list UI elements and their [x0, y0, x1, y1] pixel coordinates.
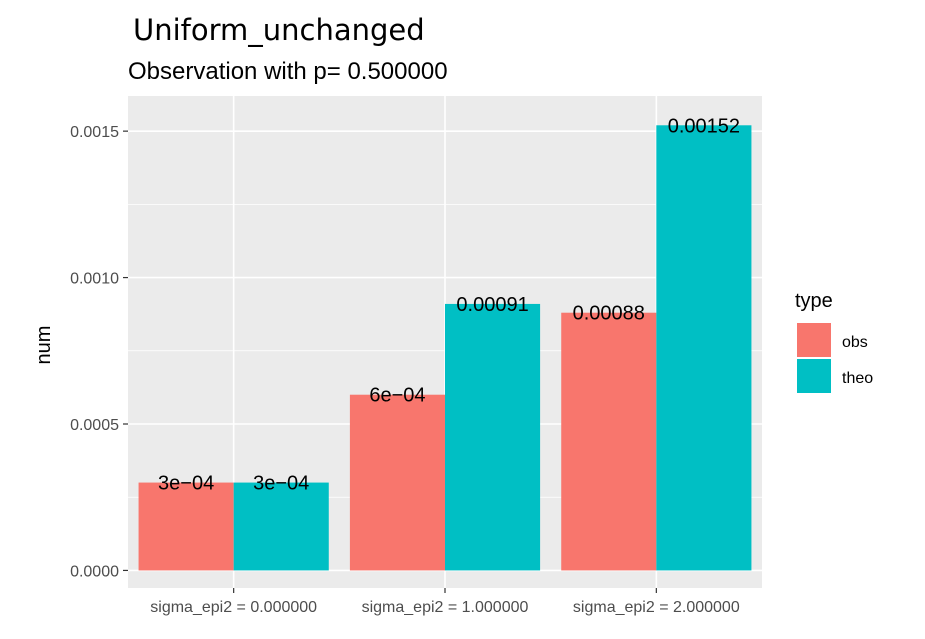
- data-label: 0.00152: [668, 115, 740, 137]
- x-tick-label: sigma_epi2 = 1.000000: [362, 599, 529, 616]
- bar-obs: [349, 394, 445, 571]
- bar-theo: [233, 482, 329, 571]
- legend-label-theo: theo: [842, 370, 873, 387]
- y-tick-label: 0.0005: [70, 417, 119, 434]
- legend-label-obs: obs: [842, 334, 868, 351]
- data-label: 0.00088: [573, 303, 645, 325]
- x-tick-label: sigma_epi2 = 0.000000: [150, 599, 317, 616]
- bars: [138, 125, 752, 571]
- chart-title: Uniform_unchanged: [133, 13, 425, 47]
- y-axis-title: num: [33, 326, 55, 365]
- bar-theo: [445, 303, 541, 571]
- data-label: 3e−04: [158, 473, 214, 495]
- legend-title: type: [795, 290, 833, 312]
- y-tick-label: 0.0000: [70, 563, 119, 580]
- x-axis: sigma_epi2 = 0.000000 sigma_epi2 = 1.0000…: [150, 588, 740, 616]
- chart-subtitle: Observation with p= 0.500000: [128, 58, 448, 85]
- data-labels: 3e−04 6e−04 0.00088 3e−04 0.00091 0.00152: [158, 115, 740, 494]
- bar-theo: [656, 125, 752, 571]
- data-label: 3e−04: [253, 473, 309, 495]
- data-label: 6e−04: [369, 385, 425, 407]
- data-label: 0.00091: [456, 294, 528, 316]
- y-axis: 0.0000 0.0005 0.0010 0.0015: [70, 124, 128, 580]
- y-tick-label: 0.0010: [70, 271, 119, 288]
- bar-obs: [561, 312, 657, 571]
- x-tick-label: sigma_epi2 = 2.000000: [573, 599, 740, 616]
- bar-obs: [138, 482, 234, 571]
- legend: type obs theo: [795, 290, 873, 393]
- y-tick-label: 0.0015: [70, 124, 119, 141]
- legend-key-obs: [797, 323, 831, 357]
- legend-key-theo: [797, 359, 831, 393]
